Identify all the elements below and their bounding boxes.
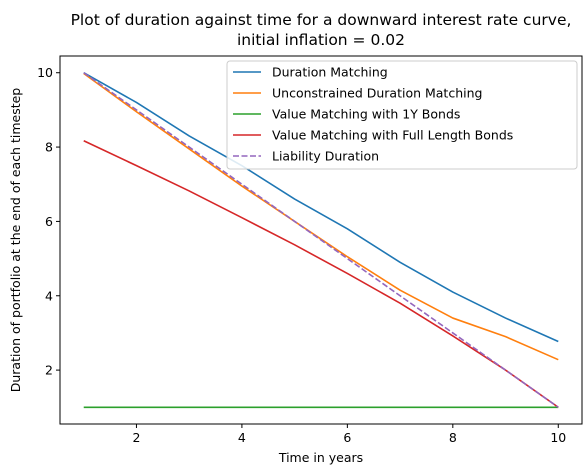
chart-title-line-2: initial inflation = 0.02	[237, 31, 405, 49]
chart-title-line-1: Plot of duration against time for a down…	[71, 11, 572, 29]
legend-label-4: Value Matching with Full Length Bonds	[272, 128, 513, 143]
x-tick-label: 4	[238, 430, 246, 445]
legend-box	[226, 60, 578, 170]
x-tick-label: 8	[449, 430, 457, 445]
y-tick-label: 4	[45, 288, 53, 303]
series-line-5	[83, 72, 559, 408]
y-axis-label: Duration of portfolio at the end of each…	[8, 88, 23, 393]
y-tick-label: 8	[45, 140, 53, 155]
legend-label-2: Unconstrained Duration Matching	[272, 86, 482, 101]
x-axis-label: Time in years	[278, 450, 363, 465]
x-tick-label: 10	[550, 430, 566, 445]
x-tick-label: 2	[132, 430, 140, 445]
x-tick-label: 6	[343, 430, 351, 445]
legend: Duration Matching Unconstrained Duration …	[226, 60, 578, 170]
legend-label-3: Value Matching with 1Y Bonds	[272, 107, 460, 122]
y-tick-label: 10	[37, 65, 53, 80]
series-line-1	[83, 72, 559, 343]
axis-ticks: 2 4 6 8 10 2 4 6 8 10	[37, 65, 566, 445]
y-tick-label: 6	[45, 214, 53, 229]
series-line-4	[83, 140, 559, 408]
plot-frame	[59, 55, 583, 425]
legend-label-1: Duration Matching	[272, 65, 388, 80]
y-tick-label: 2	[45, 363, 53, 378]
plot-lines	[83, 72, 559, 409]
legend-label-5: Liability Duration	[272, 149, 379, 164]
